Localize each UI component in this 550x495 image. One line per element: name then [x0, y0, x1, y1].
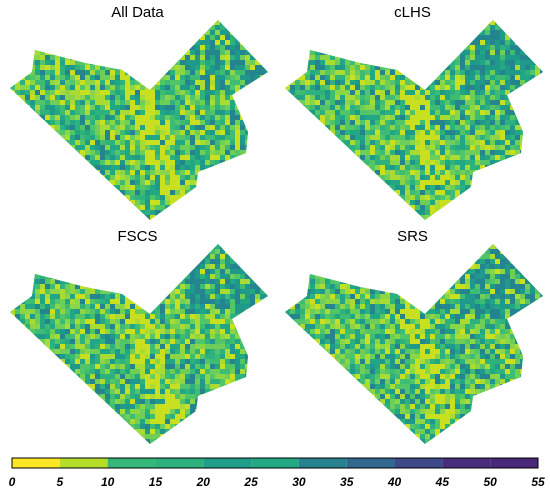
- legend-swatch: [203, 458, 252, 468]
- legend-swatch: [251, 458, 299, 468]
- panel-title: All Data: [111, 4, 164, 21]
- raster-map: [10, 20, 268, 220]
- legend-tick-label: 5: [56, 475, 63, 489]
- map-panel-srs: SRS: [275, 224, 550, 471]
- legend-swatch: [346, 458, 395, 468]
- raster-cells: [10, 244, 268, 444]
- legend-tick-label: 20: [196, 475, 211, 489]
- legend-swatch: [490, 458, 538, 468]
- legend-tick-label: 35: [340, 475, 354, 489]
- map-panel-fscs: FSCS: [0, 224, 275, 471]
- panel-title: SRS: [397, 228, 428, 245]
- legend-tick-label: 0: [9, 475, 16, 489]
- legend-tick-label: 30: [292, 475, 306, 489]
- legend-tick-label: 55: [531, 475, 545, 489]
- legend-tick-label: 40: [387, 475, 402, 489]
- legend-swatch: [59, 458, 108, 468]
- raster-cells: [285, 244, 543, 444]
- legend-swatch: [155, 458, 204, 468]
- legend-swatch: [298, 458, 347, 468]
- raster-cells: [285, 20, 543, 220]
- legend-swatch: [394, 458, 443, 468]
- legend-tick-label: 25: [243, 475, 258, 489]
- legend-frame: [11, 457, 539, 469]
- legend-swatch: [107, 458, 156, 468]
- color-legend: 0 5 10 15 20 25 30 35 40 45 50 55: [9, 457, 545, 489]
- legend-swatch: [12, 458, 60, 468]
- map-panel-all-data: All Data: [0, 0, 275, 247]
- legend-tick-label: 50: [484, 475, 498, 489]
- panel-title: FSCS: [117, 228, 158, 245]
- raster-map: [285, 244, 543, 444]
- map-panel-clhs: cLHS: [275, 0, 550, 247]
- raster-map: [285, 20, 543, 220]
- raster-cells: [10, 20, 268, 220]
- panel-title: cLHS: [394, 4, 431, 21]
- raster-map: [10, 244, 268, 444]
- legend-swatch: [442, 458, 491, 468]
- legend-tick-label: 10: [101, 475, 115, 489]
- legend-tick-label: 15: [149, 475, 163, 489]
- legend-tick-label: 45: [435, 475, 450, 489]
